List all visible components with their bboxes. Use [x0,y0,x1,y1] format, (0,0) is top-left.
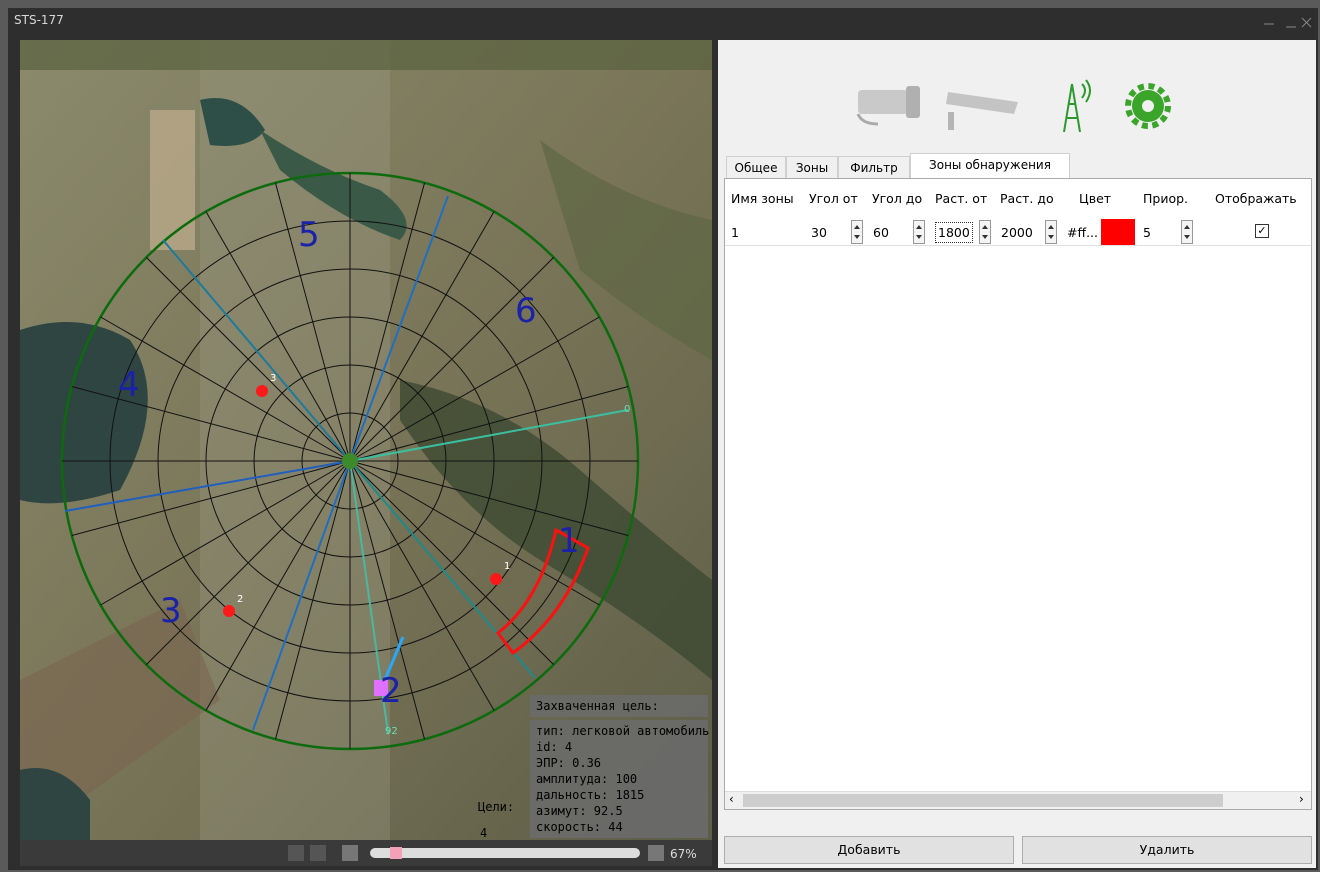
map[interactable]: 3 2 1 0 92 1 2 3 4 5 6 Захваченная цель:… [20,40,712,840]
target-dot [223,605,235,617]
angle-from[interactable]: 30 [811,225,827,240]
add-button[interactable]: Добавить [724,836,1014,864]
info-header: Захваченная цель: [536,699,659,713]
zoom-in-button[interactable] [648,845,664,861]
spinner[interactable] [1045,220,1057,244]
map-toolbar: 67% [20,840,712,866]
info-line: дальность: 1815 [536,788,644,802]
zoom-out-button[interactable] [342,845,358,861]
tab[interactable]: Фильтр [838,156,910,179]
target-label: 3 [270,373,276,384]
column-header[interactable]: Угол от [809,191,858,206]
tab[interactable]: Зоны обнаружения [910,153,1070,179]
target-label: 1 [504,561,510,572]
zone-number: 4 [118,365,140,405]
priority[interactable]: 5 [1143,225,1151,240]
window-controls [1258,12,1314,32]
camera-icon[interactable] [858,86,920,124]
target-dot [490,573,502,585]
column-header[interactable]: Раст. от [935,191,987,206]
cctv-icon[interactable] [946,92,1018,130]
display-checkbox[interactable]: ✓ [1255,224,1269,238]
info-line: скорость: 44 [536,820,623,834]
tab[interactable]: Зоны [786,156,838,179]
settings-panel: Общее Зоны Фильтр Зоны обнаружения Имя з… [718,40,1316,868]
window-title: STS-177 [14,13,64,27]
range-from[interactable]: 1800 [935,222,973,243]
targets-count: 4 [480,826,487,840]
column-header[interactable]: Имя зоны [731,191,794,206]
spinner[interactable] [979,220,991,244]
info-line: тип: легковой автомобиль [536,724,709,738]
zone-number: 6 [515,291,537,331]
info-line: амплитуда: 100 [536,772,637,786]
targets-label: Цели: [478,800,514,814]
zone-number: 3 [160,591,182,631]
mode-icons [848,76,1178,136]
radar-center [342,453,358,469]
info-line: азимут: 92.5 [536,804,623,818]
column-header[interactable]: Приор. [1143,191,1188,206]
prev-button[interactable] [288,845,304,861]
info-line: id: 4 [536,740,572,754]
range-mark: 0 [624,404,630,415]
zone-number: 1 [558,521,580,561]
range-mark: 92 [385,726,398,737]
next-button[interactable] [310,845,326,861]
color-value[interactable]: #ff... [1067,225,1098,240]
target-label: 2 [237,594,243,605]
zone-name[interactable]: 1 [731,225,739,240]
column-header[interactable]: Раст. до [1000,191,1054,206]
column-header[interactable]: Отображать [1215,191,1297,206]
column-header[interactable]: Угол до [872,191,922,206]
tab[interactable]: Общее [726,156,786,179]
horizontal-scrollbar[interactable]: ‹› [725,791,1311,809]
zoom-level: 67% [670,847,697,861]
target-dot [256,385,268,397]
column-header[interactable]: Цвет [1079,191,1111,206]
zone-number: 5 [298,215,320,255]
spinner[interactable] [851,220,863,244]
radar-icon[interactable] [1064,80,1090,132]
range-to[interactable]: 2000 [1001,225,1033,240]
spinner[interactable] [913,220,925,244]
angle-to[interactable]: 60 [873,225,889,240]
zone-number: 2 [380,671,402,711]
zones-table: Имя зоны Угол от Угол до Раст. от Раст. … [724,178,1312,810]
color-swatch[interactable] [1101,219,1135,245]
zoom-slider[interactable] [370,848,640,858]
window: STS-177 3 2 1 0 92 1 2 3 [8,8,1318,870]
info-line: ЭПР: 0.36 [536,756,601,770]
settings-icon[interactable] [1128,86,1168,126]
spinner[interactable] [1181,220,1193,244]
delete-button[interactable]: Удалить [1022,836,1312,864]
radar-grid [62,173,638,749]
